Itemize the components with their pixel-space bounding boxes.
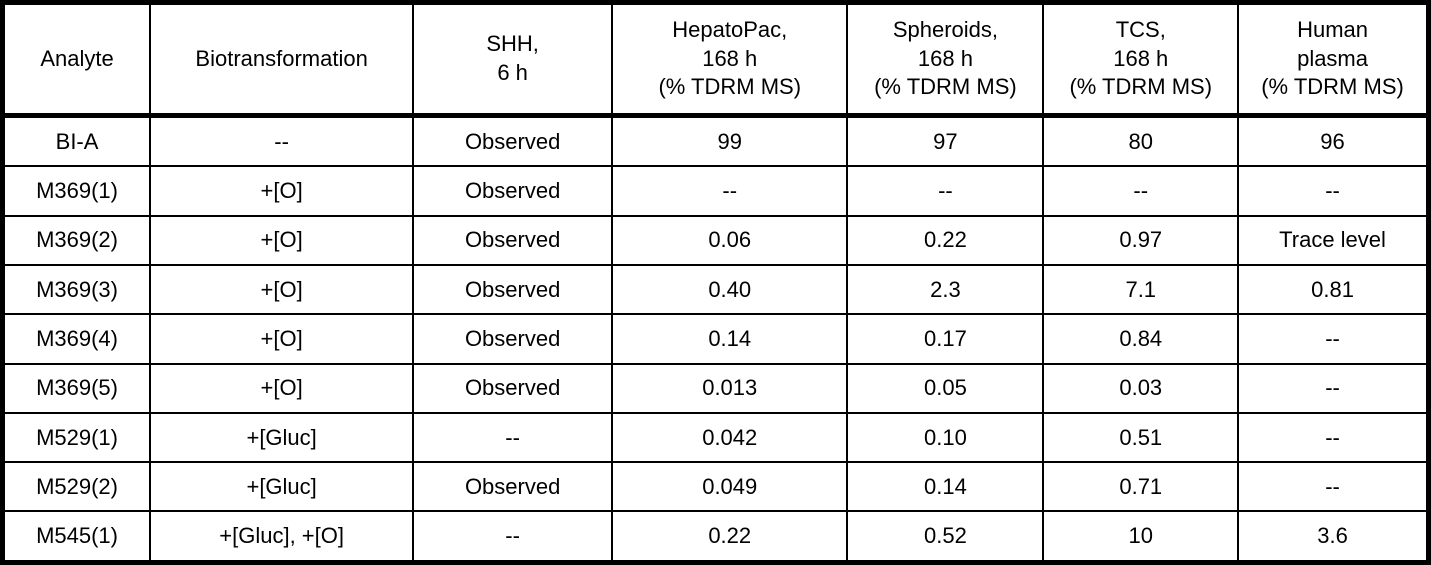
- column-header-hepatopac-168h: HepatoPac, 168 h (% TDRM MS): [611, 1, 849, 118]
- table-cell: +[O]: [149, 313, 415, 365]
- table-cell: Trace level: [1237, 214, 1430, 267]
- table-cell: Observed: [412, 461, 614, 513]
- table-cell: Observed: [412, 165, 614, 217]
- table-cell: 97: [846, 114, 1045, 168]
- table-cell: --: [846, 165, 1045, 217]
- column-header-human-plasma: Human plasma (% TDRM MS): [1237, 1, 1430, 118]
- table-cell: 0.52: [846, 510, 1045, 564]
- table-cell: 0.049: [611, 461, 849, 513]
- table-cell: M545(1): [1, 510, 152, 564]
- table-row: M529(1) +[Gluc] -- 0.042 0.10 0.51 --: [1, 411, 1430, 464]
- table-cell: 99: [611, 114, 849, 168]
- table-cell: 10: [1042, 510, 1240, 564]
- table-cell: 0.84: [1042, 313, 1240, 365]
- table-row: BI-A -- Observed 99 97 80 96: [1, 114, 1430, 168]
- table-cell: M529(1): [1, 411, 152, 464]
- column-header-shh-6h: SHH, 6 h: [412, 1, 614, 118]
- table-cell: 0.17: [846, 313, 1045, 365]
- table-cell: 0.14: [846, 461, 1045, 513]
- table-row: M369(1) +[O] Observed -- -- -- --: [1, 165, 1430, 217]
- table-body: BI-A -- Observed 99 97 80 96 M369(1) +[O] Observe…: [1, 114, 1430, 564]
- table-row: M529(2) +[Gluc] Observed 0.049 0.14 0.71 --: [1, 461, 1430, 513]
- table-cell: --: [1237, 313, 1430, 365]
- table-cell: 7.1: [1042, 264, 1240, 316]
- column-header-analyte: Analyte: [1, 1, 152, 118]
- table-cell: 0.06: [611, 214, 849, 267]
- table-cell: +[Gluc]: [149, 461, 415, 513]
- table-cell: 0.40: [611, 264, 849, 316]
- table-cell: +[O]: [149, 165, 415, 217]
- table-cell: +[O]: [149, 264, 415, 316]
- table-cell: 0.81: [1237, 264, 1430, 316]
- table-row: M369(2) +[O] Observed 0.06 0.22 0.97 Trace lev…: [1, 214, 1430, 267]
- table-row: M545(1) +[Gluc], +[O] -- 0.22 0.52 10 3.6: [1, 510, 1430, 564]
- table-cell: 0.71: [1042, 461, 1240, 513]
- table-cell: +[O]: [149, 362, 415, 414]
- table-cell: Observed: [412, 362, 614, 414]
- column-header-tcs-168h: TCS, 168 h (% TDRM MS): [1042, 1, 1240, 118]
- column-header-spheroids-168h: Spheroids, 168 h (% TDRM MS): [846, 1, 1045, 118]
- table-cell: 80: [1042, 114, 1240, 168]
- table-cell: 0.03: [1042, 362, 1240, 414]
- table-cell: --: [1237, 461, 1430, 513]
- table-cell: 0.14: [611, 313, 849, 365]
- table-cell: 0.97: [1042, 214, 1240, 267]
- table-cell: --: [611, 165, 849, 217]
- table-cell: --: [412, 411, 614, 464]
- table-cell: M369(1): [1, 165, 152, 217]
- table-cell: Observed: [412, 214, 614, 267]
- table-cell: --: [1237, 411, 1430, 464]
- table-cell: M369(3): [1, 264, 152, 316]
- table-cell: 0.10: [846, 411, 1045, 464]
- table-cell: Observed: [412, 114, 614, 168]
- table-cell: BI-A: [1, 114, 152, 168]
- table-cell: M529(2): [1, 461, 152, 513]
- table-cell: +[Gluc], +[O]: [149, 510, 415, 564]
- table-cell: 0.22: [846, 214, 1045, 267]
- table-cell: --: [412, 510, 614, 564]
- table-cell: 0.05: [846, 362, 1045, 414]
- table-cell: --: [1042, 165, 1240, 217]
- table-cell: --: [149, 114, 415, 168]
- table-cell: M369(4): [1, 313, 152, 365]
- table-cell: M369(2): [1, 214, 152, 267]
- table-cell: +[O]: [149, 214, 415, 267]
- table-cell: 2.3: [846, 264, 1045, 316]
- table-cell: 0.51: [1042, 411, 1240, 464]
- table-cell: +[Gluc]: [149, 411, 415, 464]
- table-cell: M369(5): [1, 362, 152, 414]
- table-row: M369(4) +[O] Observed 0.14 0.17 0.84 --: [1, 313, 1430, 365]
- table-cell: 96: [1237, 114, 1430, 168]
- table-cell: Observed: [412, 313, 614, 365]
- header-row: Analyte Biotransformation SHH, 6 h Hepat…: [1, 1, 1430, 118]
- table-row: M369(5) +[O] Observed 0.013 0.05 0.03 --: [1, 362, 1430, 414]
- column-header-biotransformation: Biotransformation: [149, 1, 415, 118]
- table-cell: Observed: [412, 264, 614, 316]
- table-cell: 0.042: [611, 411, 849, 464]
- table-row: M369(3) +[O] Observed 0.40 2.3 7.1 0.81: [1, 264, 1430, 316]
- table-cell: 0.013: [611, 362, 849, 414]
- table-cell: --: [1237, 165, 1430, 217]
- table-cell: 3.6: [1237, 510, 1430, 564]
- table-cell: --: [1237, 362, 1430, 414]
- table-cell: 0.22: [611, 510, 849, 564]
